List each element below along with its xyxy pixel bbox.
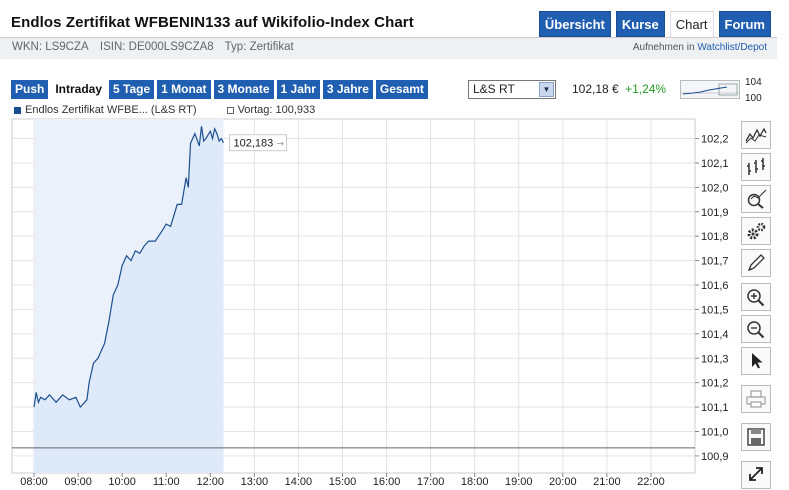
line-chart-icon [745,127,767,144]
x-tick-label: 21:00 [593,476,621,485]
range-1-monat-button[interactable]: 1 Monat [157,80,211,99]
exchange-select[interactable]: L&S RT ▼ [468,80,556,99]
y-tick-label: 101,9 [701,207,729,219]
price-value: 102,18 € [572,82,619,96]
ohlc-chart-tool[interactable] [741,153,771,181]
security-info-bar: WKN: LS9CZA ISIN: DE000LS9CZA8 Typ: Zert… [0,37,777,59]
zoom-out-tool[interactable] [741,315,771,343]
watchlist-link[interactable]: Watchlist/Depot [697,42,767,53]
magnifier-chart-icon [747,189,767,209]
mini-chart-low: 100 [745,93,762,104]
current-quote: 102,18 € +1,24% [572,82,666,96]
x-tick-label: 13:00 [241,476,269,485]
pencil-icon [747,254,765,272]
range-5-tage-button[interactable]: 5 Tage [109,80,155,99]
y-tick-label: 100,9 [701,451,729,463]
indicator-tool[interactable] [741,185,771,213]
change-value: +1,24% [625,82,667,96]
chevron-down-icon: ▼ [539,82,554,97]
print-tool[interactable] [741,385,771,413]
watchlist-prefix: Aufnehmen in [632,42,695,53]
y-tick-label: 101,7 [701,256,729,268]
x-tick-label: 09:00 [64,476,92,485]
x-tick-label: 20:00 [549,476,577,485]
fullscreen-tool[interactable] [741,461,771,489]
y-tick-label: 102,1 [701,158,729,170]
prev-close-legend-label: Vortag: 100,933 [237,104,316,116]
mini-chart-sparkline [681,83,739,96]
exchange-select-value: L&S RT [473,82,515,96]
last-value-label: 102,183 [234,138,274,150]
x-tick-label: 14:00 [285,476,313,485]
x-tick-label: 15:00 [329,476,357,485]
range-push-button[interactable]: Push [11,80,49,99]
draw-tool[interactable] [741,249,771,277]
tab-forum[interactable]: Forum [718,11,771,37]
settings-tool[interactable] [741,217,771,245]
series-legend-label: Endlos Zertifikat WFBE... (L&S RT) [25,104,197,116]
watchlist-add: Aufnehmen in Watchlist/Depot [633,42,767,53]
tab-chart[interactable]: Chart [669,11,714,37]
range-1-jahr-button[interactable]: 1 Jahr [276,80,320,99]
pointer-tool[interactable] [741,347,771,375]
isin-label: ISIN: DE000LS9CZA8 [99,41,214,53]
x-tick-label: 18:00 [461,476,489,485]
page-title: Endlos Zertifikat WFBENIN133 auf Wikifol… [11,14,414,31]
x-tick-label: 12:00 [197,476,225,485]
arrow-right-icon: → [277,140,285,150]
printer-icon [746,390,766,408]
y-tick-label: 101,6 [701,280,729,292]
range-gesamt-button[interactable]: Gesamt [375,80,428,99]
y-tick-label: 101,8 [701,231,729,243]
series-swatch [14,106,21,114]
chart-legend: Endlos Zertifikat WFBE... (L&S RT) Vorta… [14,104,315,116]
y-tick-label: 102,2 [701,134,729,146]
x-tick-label: 11:00 [153,476,180,485]
gears-icon [747,222,766,240]
zoom-in-tool[interactable] [741,283,771,311]
nav-tabs: Übersicht Kurse Chart Forum [534,11,771,37]
y-tick-label: 102,0 [701,182,729,194]
series-line [33,126,225,409]
security-ids: WKN: LS9CZA ISIN: DE000LS9CZA8 Typ: Zert… [12,41,302,53]
save-tool[interactable] [741,423,771,451]
range-3-monate-button[interactable]: 3 Monate [213,80,274,99]
y-tick-label: 101,1 [701,402,729,414]
y-tick-label: 101,3 [701,353,729,365]
price-chart[interactable]: 08:00 09:00 10:00 11:00 12:00 13:00 14:00 15:00… [0,117,737,490]
line-chart-tool[interactable] [741,121,771,149]
y-tick-label: 101,2 [701,378,729,390]
series-area [34,126,224,474]
tab-uebersicht[interactable]: Übersicht [538,11,611,37]
y-tick-label: 101,0 [701,426,729,438]
range-buttons: Push Intraday 5 Tage 1 Monat 3 Monate 1 … [11,80,431,99]
range-intraday-button[interactable]: Intraday [51,80,107,99]
prev-close-swatch [226,106,234,114]
last-value-box [229,134,288,152]
type-label: Typ: Zertifikat [224,41,294,53]
cursor-arrow-icon [752,353,763,369]
x-tick-label: 17:00 [417,476,445,485]
y-tick-label: 101,4 [701,329,729,341]
tab-kurse[interactable]: Kurse [615,11,665,37]
y-tick-label: 101,5 [701,304,729,316]
x-tick-label: 10:00 [108,476,136,485]
price-chart-svg: 08:00 09:00 10:00 11:00 12:00 13:00 14:00 15:00… [11,118,729,488]
x-tick-label: 22:00 [637,476,665,485]
expand-arrow-icon [749,467,763,481]
x-tick-label: 19:00 [505,476,533,485]
mini-chart-high: 104 [745,77,762,88]
zoom-out-icon [747,321,765,339]
ohlc-bars-icon [747,158,765,175]
x-tick-label: 08:00 [20,476,48,485]
wkn-label: WKN: LS9CZA [12,41,89,53]
x-tick-label: 16:00 [373,476,401,485]
zoom-in-icon [747,289,765,307]
range-3-jahre-button[interactable]: 3 Jahre [322,80,373,99]
mini-overview-chart[interactable] [680,80,740,99]
floppy-disk-icon [747,428,765,446]
